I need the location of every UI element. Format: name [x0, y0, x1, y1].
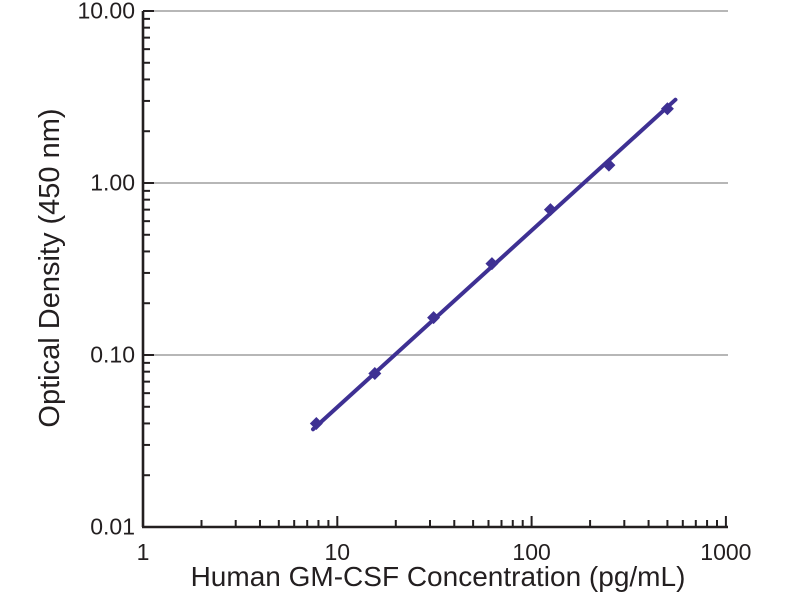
data-point-marker — [485, 257, 499, 271]
data-point-marker — [602, 158, 616, 172]
x-tick-label-1000: 1000 — [700, 539, 752, 565]
x-axis-title: Human GM-CSF Concentration (pg/mL) — [190, 561, 686, 592]
y-tick-label-0p1: 0.10 — [90, 341, 135, 368]
y-tick-label-0p01: 0.01 — [90, 513, 135, 540]
data-point-marker — [543, 203, 557, 217]
data-point-marker — [368, 367, 382, 381]
data-point-marker — [309, 416, 323, 430]
data-point-marker — [427, 311, 441, 325]
x-tick-label-1: 1 — [136, 539, 150, 565]
x-tick-label-100: 100 — [512, 539, 551, 565]
x-tick-label-10: 10 — [324, 539, 351, 565]
y-tick-label-1: 1.00 — [90, 169, 135, 196]
data-point-marker — [660, 102, 674, 116]
y-tick-label-10: 10.00 — [77, 0, 135, 24]
y-axis-title: Optical Density (450 nm) — [34, 108, 66, 428]
